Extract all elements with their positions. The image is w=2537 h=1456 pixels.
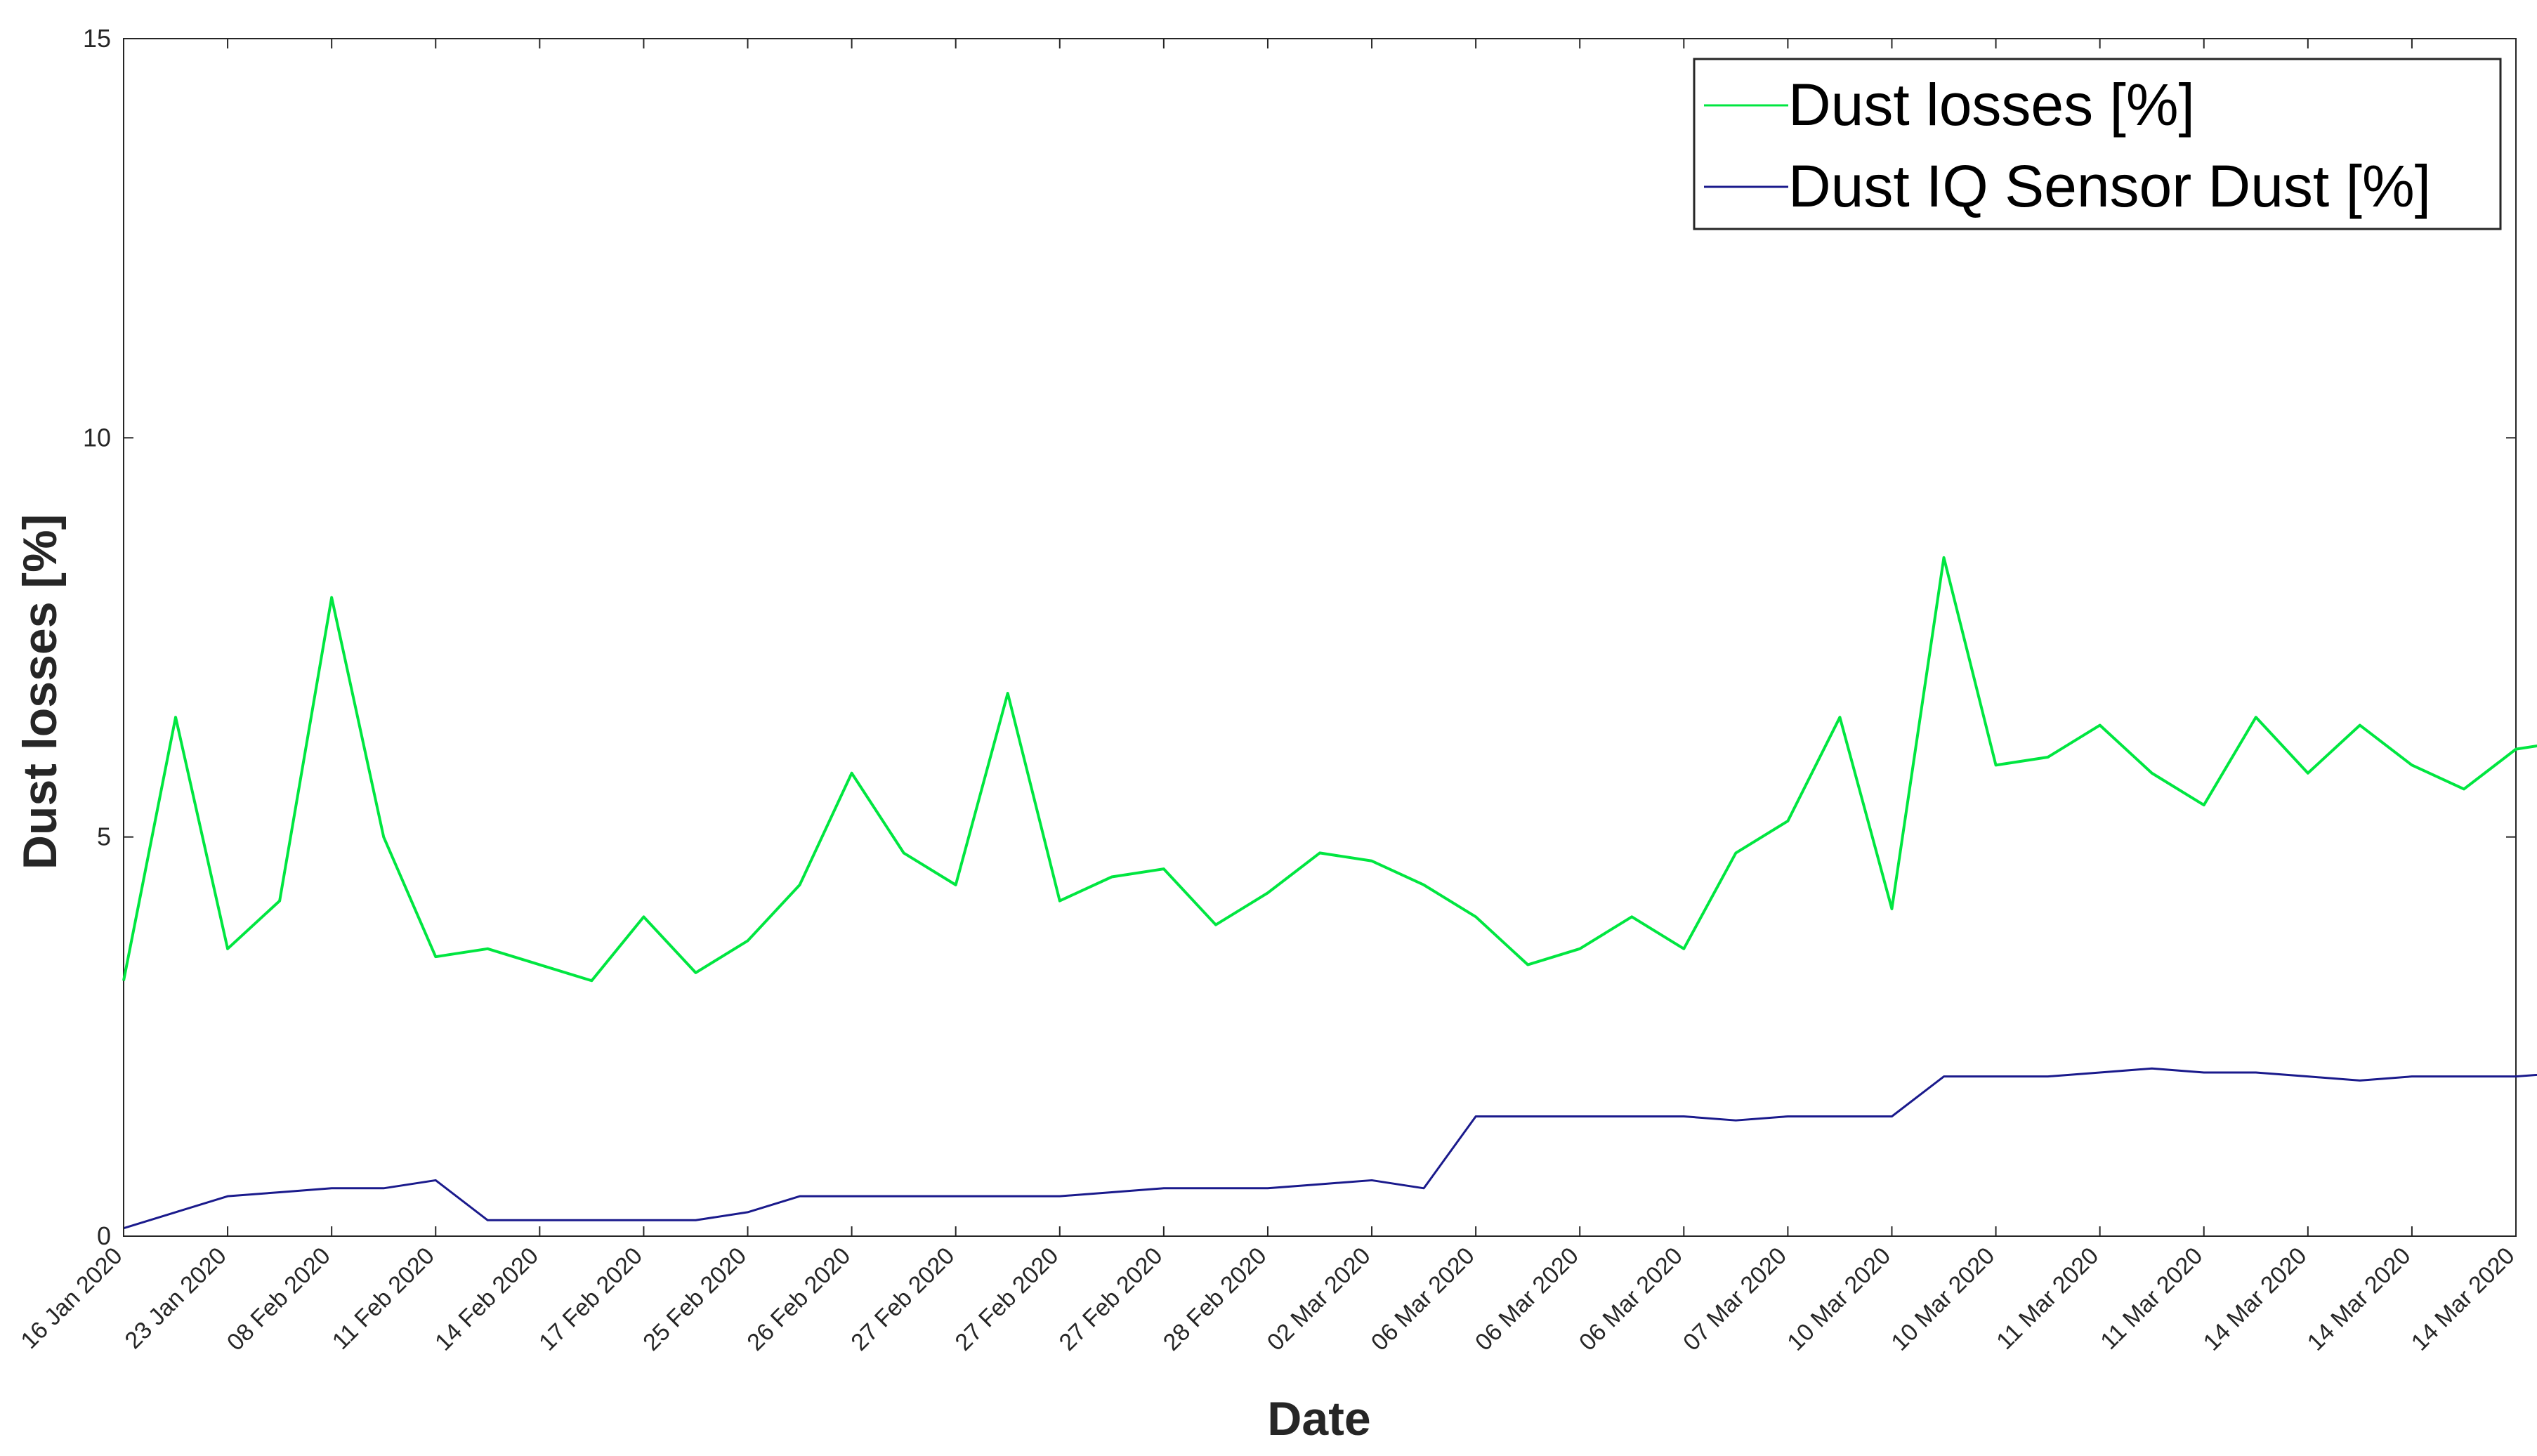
y-tick-label: 10 bbox=[83, 423, 111, 452]
legend-box bbox=[1693, 58, 2502, 230]
series-line-dust-iq-sensor bbox=[123, 1067, 2537, 1230]
x-tick-label: 08 Feb 2020 bbox=[222, 1242, 336, 1356]
y-tick-label: 0 bbox=[97, 1221, 111, 1250]
legend-label-dust-iq-sensor: Dust IQ Sensor Dust [%] bbox=[1788, 153, 2431, 219]
x-tick-label: 14 Mar 2020 bbox=[2406, 1242, 2520, 1356]
x-tick-label: 14 Feb 2020 bbox=[430, 1242, 544, 1356]
x-tick-label: 14 Mar 2020 bbox=[2198, 1242, 2312, 1356]
x-tick-label: 02 Mar 2020 bbox=[1262, 1242, 1376, 1356]
x-tick-label: 11 Mar 2020 bbox=[2095, 1242, 2208, 1355]
x-tick-label: 11 Mar 2020 bbox=[1991, 1242, 2104, 1355]
x-tick-label: 07 Mar 2020 bbox=[1678, 1242, 1792, 1356]
legend: Dust losses [%] Dust IQ Sensor Dust [%] bbox=[1693, 58, 2502, 230]
x-tick-label: 06 Mar 2020 bbox=[1470, 1242, 1584, 1356]
series-layer bbox=[122, 556, 2537, 1230]
x-tick-label: 10 Mar 2020 bbox=[1782, 1242, 1896, 1356]
x-tick-label: 06 Mar 2020 bbox=[1366, 1242, 1480, 1356]
x-axis-title: Date bbox=[1267, 1392, 1370, 1445]
y-axis-title: Dust losses [%] bbox=[13, 514, 67, 870]
x-tick-label: 23 Jan 2020 bbox=[120, 1242, 232, 1354]
x-tick-label: 27 Feb 2020 bbox=[1054, 1242, 1168, 1356]
y-tick-label: 15 bbox=[83, 24, 111, 53]
series-line-dust-losses bbox=[122, 556, 2537, 983]
y-tick-label: 5 bbox=[97, 822, 111, 851]
x-tick-label: 28 Feb 2020 bbox=[1158, 1242, 1272, 1356]
x-tick-label: 27 Feb 2020 bbox=[950, 1242, 1064, 1356]
x-tick-label: 16 Jan 2020 bbox=[15, 1242, 127, 1354]
x-tick-label: 06 Mar 2020 bbox=[1574, 1242, 1688, 1356]
x-tick-label: 10 Mar 2020 bbox=[1886, 1242, 2000, 1356]
x-tick-label: 27 Feb 2020 bbox=[846, 1242, 959, 1356]
plot-area bbox=[123, 38, 2517, 1237]
y-tick-layer: 0 5 10 15 bbox=[83, 24, 2516, 1250]
x-tick-label: 11 Feb 2020 bbox=[327, 1242, 440, 1355]
legend-label-dust-losses: Dust losses [%] bbox=[1788, 72, 2195, 138]
x-tick-label: 14 Mar 2020 bbox=[2302, 1242, 2416, 1356]
x-tick-label: 26 Feb 2020 bbox=[742, 1242, 855, 1356]
x-tick-label: 25 Feb 2020 bbox=[638, 1242, 752, 1356]
x-tick-label: 17 Feb 2020 bbox=[534, 1242, 648, 1356]
